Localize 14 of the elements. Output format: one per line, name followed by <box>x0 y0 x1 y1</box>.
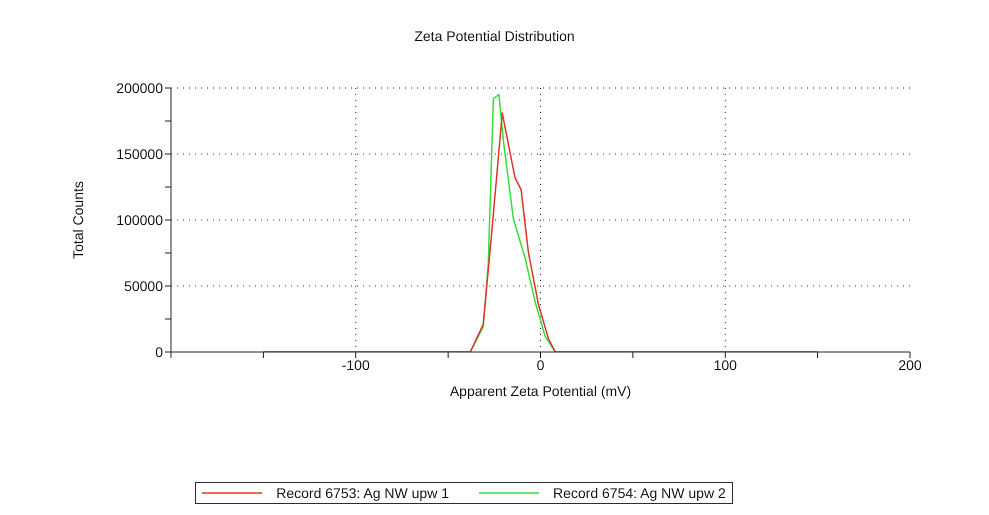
x-axis-title: Apparent Zeta Potential (mV) <box>450 382 632 399</box>
x-tick-label: 100 <box>714 356 738 373</box>
legend-label: Record 6754: Ag NW upw 2 <box>553 485 726 501</box>
chart-title: Zeta Potential Distribution <box>413 28 576 44</box>
y-tick-label: 200000 <box>116 80 164 96</box>
x-tick-label: 0 <box>536 356 545 373</box>
y-tick-label: 50000 <box>124 278 164 294</box>
y-tick-label: 100000 <box>116 212 164 228</box>
y-tick-label: 0 <box>155 344 164 360</box>
legend-label: Record 6753: Ag NW upw 1 <box>276 485 449 501</box>
y-axis-title: Total Counts <box>70 181 86 259</box>
x-tick-label: -100 <box>342 356 370 373</box>
x-tick-label: 200 <box>898 356 922 373</box>
y-tick-label: 150000 <box>116 146 164 162</box>
